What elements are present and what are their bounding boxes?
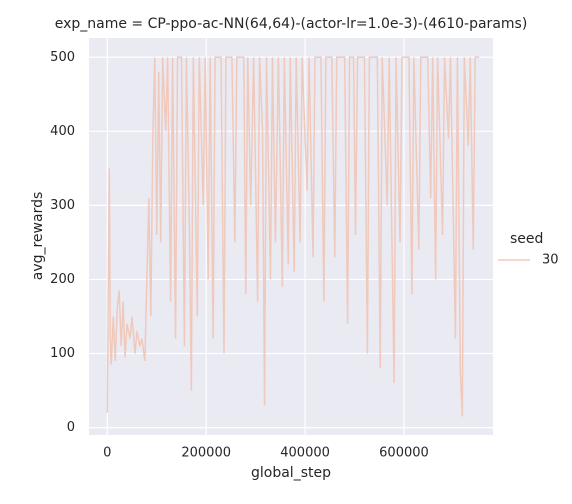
y-tick-label: 300 xyxy=(50,198,75,213)
x-tick-label: 600000 xyxy=(379,446,429,461)
y-tick-label: 100 xyxy=(50,346,75,361)
y-tick-label: 500 xyxy=(50,50,75,65)
chart-title: exp_name = CP-ppo-ac-NN(64,64)-(actor-lr… xyxy=(55,16,528,32)
y-tick-label: 0 xyxy=(67,420,75,435)
x-axis-label: global_step xyxy=(251,465,331,481)
y-axis-label: avg_rewards xyxy=(30,192,46,281)
x-tick-label: 200000 xyxy=(181,446,231,461)
x-tick-label: 400000 xyxy=(280,446,330,461)
y-tick-label: 400 xyxy=(50,124,75,139)
y-tick-label: 200 xyxy=(50,272,75,287)
legend-title: seed xyxy=(510,231,543,247)
data-line xyxy=(106,56,480,417)
legend-label: 30 xyxy=(542,253,559,268)
x-tick-label: 0 xyxy=(103,446,111,461)
